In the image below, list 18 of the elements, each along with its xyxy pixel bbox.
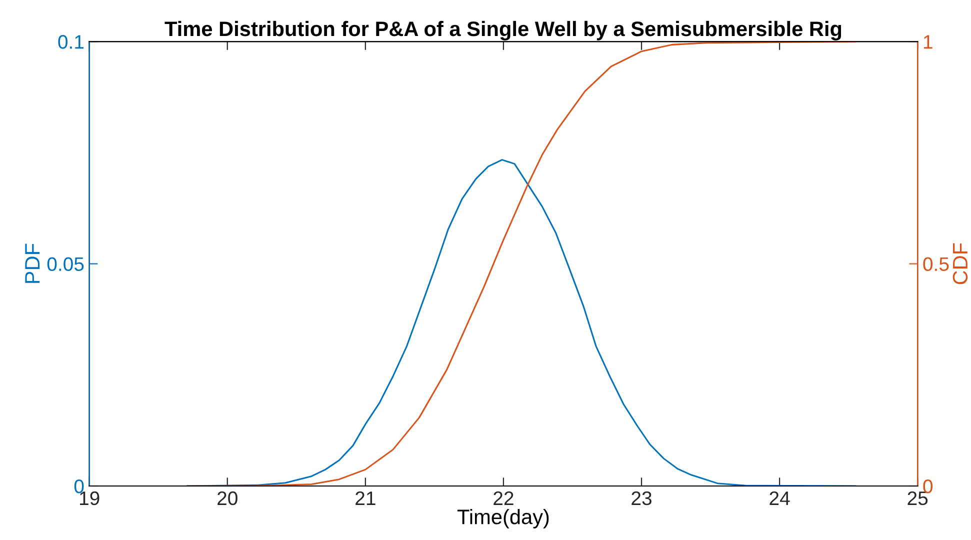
chart-title: Time Distribution for P&A of a Single Well by a Semisubmersible Rig [164, 20, 842, 40]
y2-tick-label: 0 [923, 479, 933, 494]
y-tick-label: 0 [74, 479, 84, 494]
x-axis-title: Time(day) [457, 508, 549, 528]
y-axis-title: PDF [25, 244, 40, 283]
y2-tick-label: 0.5 [923, 257, 949, 272]
line-series [186, 42, 856, 486]
x-tick-label: 19 [80, 491, 100, 506]
x-tick-label: 24 [770, 491, 790, 505]
y-tick-label: 0.05 [47, 257, 84, 272]
x-tick-label: 23 [632, 491, 652, 506]
x-tick-label: 22 [494, 491, 514, 505]
y2-tick-label: 1 [924, 35, 932, 49]
y2-axis-title: CDF [952, 243, 968, 284]
x-tick-label: 25 [908, 491, 928, 506]
x-tick-label: 20 [218, 491, 238, 506]
y-tick-label: 0.1 [58, 35, 84, 49]
x-tick-label: 21 [356, 491, 376, 505]
